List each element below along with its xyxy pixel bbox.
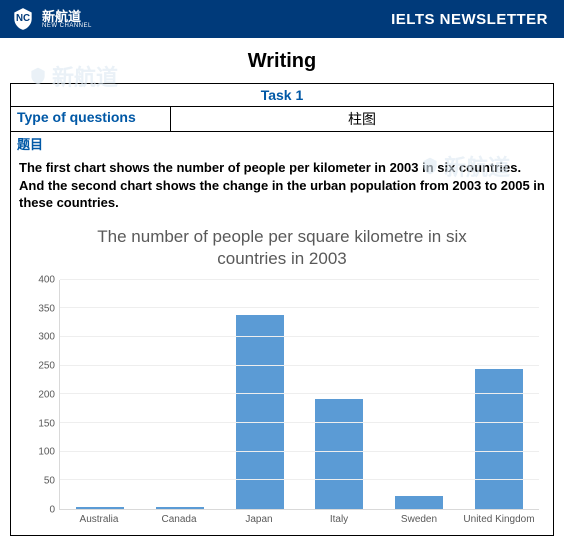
bar-column — [379, 280, 459, 509]
y-tick-label: 100 — [38, 447, 55, 458]
type-label: Type of questions — [11, 107, 171, 131]
x-axis-labels: AustraliaCanadaJapanItalySwedenUnited Ki… — [59, 510, 539, 525]
y-tick-label: 350 — [38, 303, 55, 314]
x-tick-label: United Kingdom — [459, 510, 539, 525]
gridline — [60, 451, 539, 452]
logo-subtext: NEW CHANNEL — [42, 23, 92, 29]
task-type-row: Type of questions 柱图 — [11, 107, 553, 132]
y-tick-label: 250 — [38, 361, 55, 372]
type-value: 柱图 — [171, 107, 553, 131]
svg-text:NC: NC — [16, 13, 30, 24]
gridline — [60, 479, 539, 480]
y-tick-label: 400 — [38, 274, 55, 285]
banner-title: IELTS NEWSLETTER — [391, 11, 548, 28]
bar — [156, 507, 204, 509]
bar-column — [60, 280, 140, 509]
logo-text: 新航道 — [42, 10, 92, 23]
gridline — [60, 279, 539, 280]
task-description: The first chart shows the number of peop… — [11, 155, 553, 222]
gridline — [60, 336, 539, 337]
gridline — [60, 365, 539, 366]
gridline — [60, 422, 539, 423]
x-tick-label: Canada — [139, 510, 219, 525]
bar — [475, 369, 523, 509]
section-title: Writing — [0, 38, 564, 83]
header-banner: NC 新航道 NEW CHANNEL IELTS NEWSLETTER — [0, 0, 564, 38]
y-tick-label: 0 — [49, 504, 55, 515]
chart-area: 050100150200250300350400 — [25, 280, 539, 510]
subject-label: 题目 — [11, 132, 553, 155]
task-box: Task 1 Type of questions 柱图 题目 The first… — [10, 83, 554, 536]
y-tick-label: 300 — [38, 332, 55, 343]
y-tick-label: 200 — [38, 389, 55, 400]
bar — [315, 399, 363, 509]
y-axis: 050100150200250300350400 — [25, 280, 59, 510]
bar-column — [459, 280, 539, 509]
bar — [395, 496, 443, 509]
task-header: Task 1 — [11, 84, 553, 107]
bars-group — [60, 280, 539, 509]
gridline — [60, 393, 539, 394]
bar — [76, 507, 124, 509]
bar-column — [299, 280, 379, 509]
bar-column — [140, 280, 220, 509]
x-tick-label: Italy — [299, 510, 379, 525]
x-tick-label: Japan — [219, 510, 299, 525]
chart-title: The number of people per square kilometr… — [25, 222, 539, 280]
bar-column — [220, 280, 300, 509]
gridline — [60, 307, 539, 308]
chart-container: The number of people per square kilometr… — [11, 222, 553, 535]
plot-area — [59, 280, 539, 510]
x-tick-label: Australia — [59, 510, 139, 525]
logo: NC 新航道 NEW CHANNEL — [10, 6, 92, 32]
y-tick-label: 50 — [44, 476, 55, 487]
shield-icon: NC — [10, 6, 36, 32]
x-tick-label: Sweden — [379, 510, 459, 525]
y-tick-label: 150 — [38, 418, 55, 429]
